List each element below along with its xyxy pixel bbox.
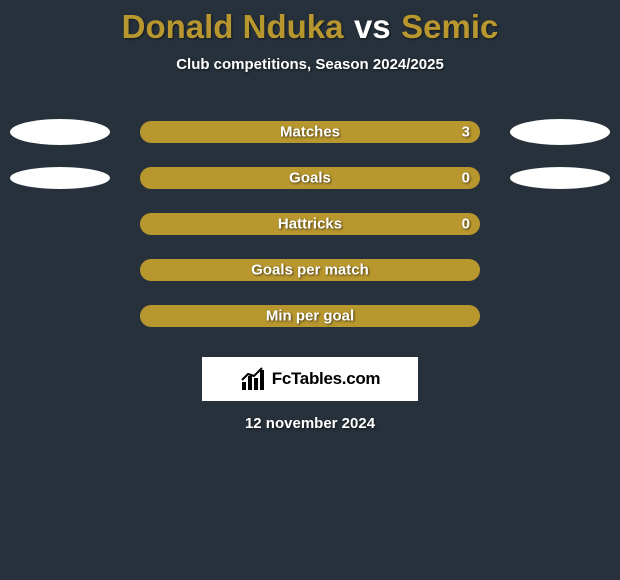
chart-icon [240,366,266,392]
title-left: Donald Nduka [122,8,344,45]
stat-row: Hattricks 0 [0,201,620,247]
player-ellipse [10,119,110,145]
stat-bar: Hattricks [140,213,480,235]
title-vs: vs [354,8,391,45]
logo-text: FcTables.com [272,369,381,389]
stat-bar: Goals per match [140,259,480,281]
stat-label: Hattricks [278,216,342,233]
stat-bar: Goals [140,167,480,189]
stat-rows: Matches 3 Goals 0 Hattricks 0 Goals per match M… [0,109,620,339]
page-title: Donald Nduka vs Semic [0,0,620,46]
stat-bar: Min per goal [140,305,480,327]
stat-value-right: 3 [462,124,470,141]
stat-row: Min per goal [0,293,620,339]
stat-label: Goals [289,170,331,187]
stat-label: Goals per match [251,262,369,279]
title-right: Semic [401,8,498,45]
stat-row: Goals 0 [0,155,620,201]
date-label: 12 november 2024 [0,415,620,432]
player-ellipse [10,167,110,189]
stat-row: Matches 3 [0,109,620,155]
logo: FcTables.com [202,357,418,401]
stat-value-right: 0 [462,216,470,233]
stat-value-right: 0 [462,170,470,187]
player-ellipse [510,119,610,145]
player-ellipse [510,167,610,189]
stat-bar: Matches [140,121,480,143]
stat-label: Min per goal [266,308,354,325]
stat-label: Matches [280,124,340,141]
subtitle: Club competitions, Season 2024/2025 [0,56,620,73]
stat-row: Goals per match [0,247,620,293]
